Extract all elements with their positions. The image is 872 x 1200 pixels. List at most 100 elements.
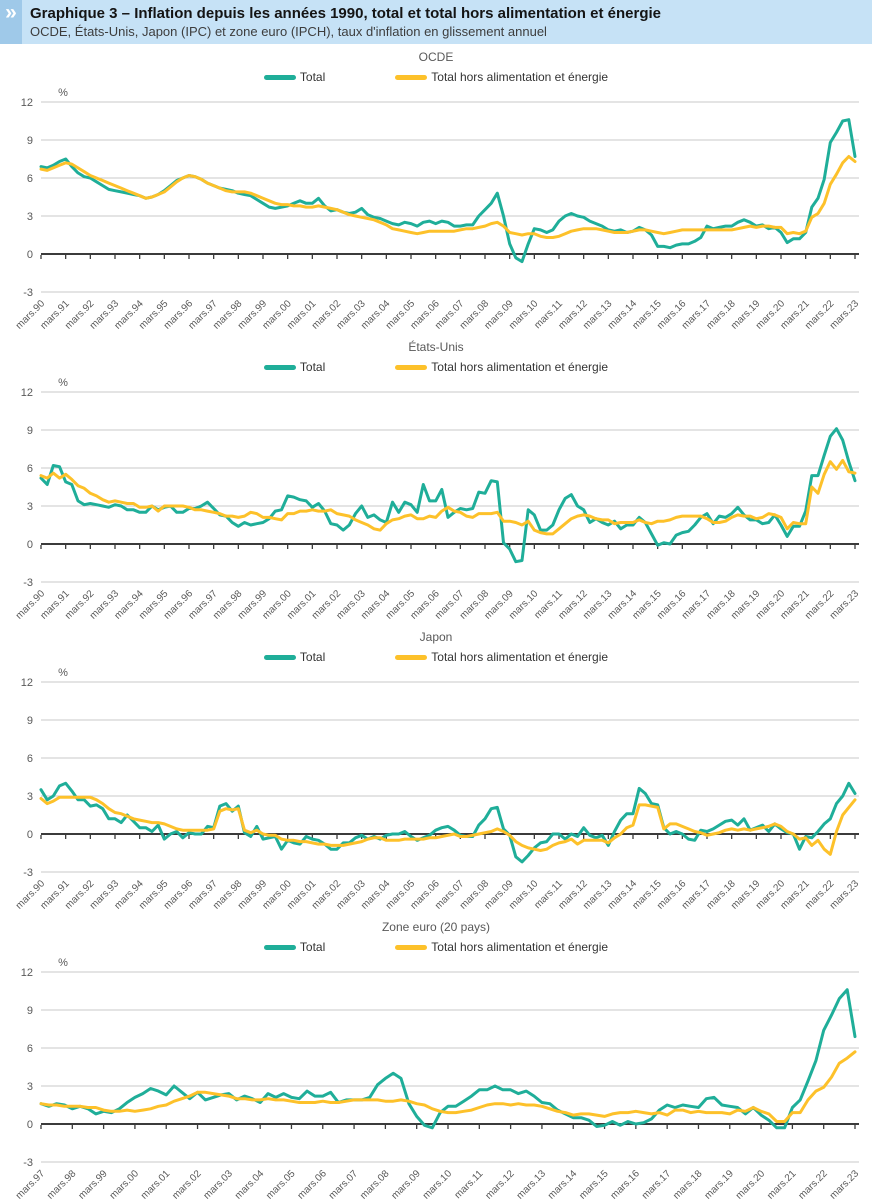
legend-item-total: Total xyxy=(263,650,326,664)
svg-text:-3: -3 xyxy=(23,1157,33,1169)
core-line-swatch-icon xyxy=(395,654,428,660)
svg-text:-3: -3 xyxy=(23,577,33,589)
line-chart-etats-unis: 129630-3%mars.90mars.91mars.92mars.93mar… xyxy=(14,377,862,622)
total-line-swatch-icon xyxy=(263,364,296,370)
svg-text:mars.00: mars.00 xyxy=(108,1168,142,1200)
panel-title: Japon xyxy=(419,630,453,644)
svg-text:mars.15: mars.15 xyxy=(577,1168,611,1200)
svg-text:%: % xyxy=(58,87,68,99)
svg-text:9: 9 xyxy=(27,1005,33,1017)
legend-item-total: Total xyxy=(263,70,326,84)
svg-text:12: 12 xyxy=(21,387,33,399)
svg-text:-3: -3 xyxy=(23,867,33,879)
figure-header: » Graphique 3 – Inflation depuis les ann… xyxy=(0,0,872,44)
svg-text:mars.08: mars.08 xyxy=(358,1168,392,1200)
legend-item-core: Total hors alimentation et énergie xyxy=(395,360,608,374)
svg-text:9: 9 xyxy=(27,135,33,147)
chart-legend: Total Total hors alimentation et énergie xyxy=(0,358,872,376)
svg-text:9: 9 xyxy=(27,715,33,727)
legend-item-total: Total xyxy=(263,940,326,954)
svg-text:mars.16: mars.16 xyxy=(609,1168,643,1200)
svg-text:mars.21: mars.21 xyxy=(765,1168,799,1200)
chart-legend: Total Total hors alimentation et énergie xyxy=(0,68,872,86)
total-line-swatch-icon xyxy=(263,654,296,660)
legend-label-core: Total hors alimentation et énergie xyxy=(431,940,609,954)
header-accent-strip: » xyxy=(0,0,22,44)
svg-text:mars.19: mars.19 xyxy=(703,1168,737,1200)
svg-text:12: 12 xyxy=(21,677,33,689)
total-line-swatch-icon xyxy=(263,944,296,950)
svg-text:6: 6 xyxy=(27,1043,33,1055)
svg-text:mars.10: mars.10 xyxy=(421,1168,455,1200)
svg-text:0: 0 xyxy=(27,249,33,261)
figure-title: Graphique 3 – Inflation depuis les année… xyxy=(30,5,661,22)
svg-text:3: 3 xyxy=(27,211,33,223)
svg-text:0: 0 xyxy=(27,829,33,841)
legend-label-core: Total hors alimentation et énergie xyxy=(431,360,609,374)
legend-item-core: Total hors alimentation et énergie xyxy=(395,70,608,84)
svg-text:12: 12 xyxy=(21,97,33,109)
svg-text:mars.17: mars.17 xyxy=(640,1168,674,1200)
svg-text:mars.99: mars.99 xyxy=(76,1168,110,1200)
svg-text:6: 6 xyxy=(27,463,33,475)
svg-text:6: 6 xyxy=(27,753,33,765)
svg-text:mars.97: mars.97 xyxy=(14,1168,48,1200)
panel-title: Zone euro (20 pays) xyxy=(381,920,491,934)
legend-item-core: Total hors alimentation et énergie xyxy=(395,940,608,954)
svg-text:mars.98: mars.98 xyxy=(45,1168,79,1200)
svg-text:3: 3 xyxy=(27,1081,33,1093)
svg-text:6: 6 xyxy=(27,173,33,185)
chart-legend: Total Total hors alimentation et énergie xyxy=(0,648,872,666)
legend-item-core: Total hors alimentation et énergie xyxy=(395,650,608,664)
svg-text:%: % xyxy=(58,377,68,389)
svg-text:mars.05: mars.05 xyxy=(264,1168,298,1200)
svg-text:3: 3 xyxy=(27,791,33,803)
svg-text:mars.12: mars.12 xyxy=(483,1168,517,1200)
svg-text:mars.22: mars.22 xyxy=(796,1168,830,1200)
panel-title: OCDE xyxy=(418,50,454,64)
figure-subtitle: OCDE, États-Unis, Japon (IPC) et zone eu… xyxy=(30,24,547,39)
total-line-swatch-icon xyxy=(263,74,296,80)
core-line-swatch-icon xyxy=(395,74,428,80)
header-text: Graphique 3 – Inflation depuis les année… xyxy=(22,0,671,44)
core-line-swatch-icon xyxy=(395,364,428,370)
svg-text:9: 9 xyxy=(27,425,33,437)
svg-text:mars.14: mars.14 xyxy=(546,1168,580,1200)
legend-label-total: Total xyxy=(299,940,326,954)
legend-label-core: Total hors alimentation et énergie xyxy=(431,650,609,664)
svg-text:0: 0 xyxy=(27,539,33,551)
line-chart-japon: 129630-3%mars.90mars.91mars.92mars.93mar… xyxy=(14,667,862,912)
chart-panel-etats-unis: États-Unis Total Total hors alimentation… xyxy=(0,334,872,624)
line-chart-ocde: 129630-3%mars.90mars.91mars.92mars.93mar… xyxy=(14,87,862,332)
svg-text:0: 0 xyxy=(27,1119,33,1131)
svg-text:mars.11: mars.11 xyxy=(453,1168,486,1200)
chart-panel-japon: Japon Total Total hors alimentation et é… xyxy=(0,624,872,914)
svg-text:mars.20: mars.20 xyxy=(734,1168,768,1200)
svg-text:mars.07: mars.07 xyxy=(327,1168,361,1200)
svg-text:mars.06: mars.06 xyxy=(296,1168,330,1200)
svg-text:-3: -3 xyxy=(23,287,33,299)
svg-text:mars.01: mars.01 xyxy=(139,1168,173,1200)
svg-text:mars.03: mars.03 xyxy=(202,1168,236,1200)
line-chart-zone-euro: 129630-3%mars.97mars.98mars.99mars.00mar… xyxy=(14,957,862,1200)
svg-text:%: % xyxy=(58,957,68,969)
legend-label-core: Total hors alimentation et énergie xyxy=(431,70,609,84)
svg-text:12: 12 xyxy=(21,967,33,979)
svg-text:mars.04: mars.04 xyxy=(233,1168,267,1200)
svg-text:mars.18: mars.18 xyxy=(671,1168,705,1200)
panel-title: États-Unis xyxy=(408,340,464,354)
svg-text:3: 3 xyxy=(27,501,33,513)
svg-text:%: % xyxy=(58,667,68,679)
chart-panel-zone-euro: Zone euro (20 pays) Total Total hors ali… xyxy=(0,914,872,1200)
legend-label-total: Total xyxy=(299,650,326,664)
svg-text:mars.13: mars.13 xyxy=(515,1168,549,1200)
core-line-swatch-icon xyxy=(395,944,428,950)
svg-text:mars.02: mars.02 xyxy=(170,1168,204,1200)
svg-text:mars.23: mars.23 xyxy=(828,1168,862,1200)
legend-label-total: Total xyxy=(299,70,326,84)
chevrons-icon: » xyxy=(5,1,17,24)
legend-item-total: Total xyxy=(263,360,325,374)
chart-panel-ocde: OCDE Total Total hors alimentation et én… xyxy=(0,44,872,334)
svg-text:mars.09: mars.09 xyxy=(389,1168,423,1200)
